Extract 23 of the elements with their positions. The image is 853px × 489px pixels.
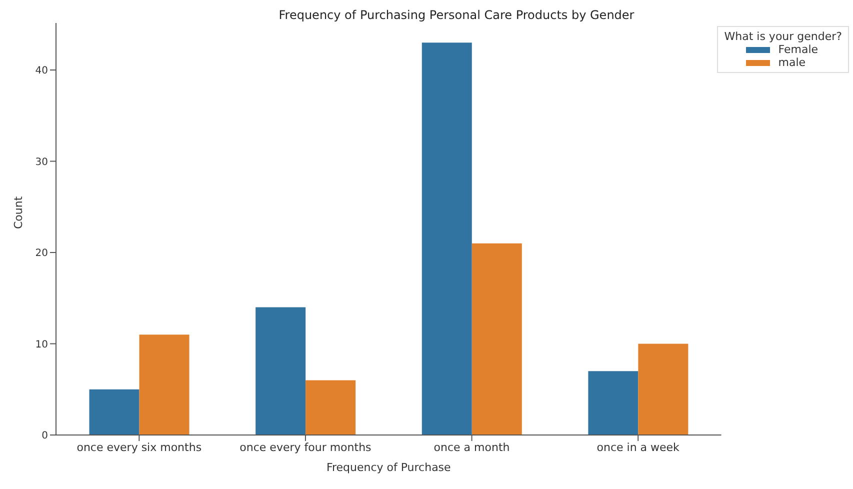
legend-label: male	[778, 56, 806, 69]
bar	[638, 344, 688, 435]
bar	[422, 42, 472, 435]
y-tick-label: 20	[35, 248, 48, 260]
bar	[306, 380, 356, 435]
x-axis-title: Frequency of Purchase	[326, 461, 452, 474]
y-tick-label: 40	[35, 66, 48, 77]
chart-title: Frequency of Purchasing Personal Care Products by Gender	[278, 8, 636, 22]
bar	[588, 371, 638, 435]
bar	[89, 389, 140, 435]
x-tick-label: once every six months	[76, 440, 202, 454]
legend-label: Female	[778, 43, 818, 56]
bar	[472, 243, 522, 435]
bar	[256, 307, 306, 435]
legend-title: What is your gender?	[724, 30, 842, 43]
x-tick-label: once a month	[434, 440, 510, 454]
y-axis-title: Count	[12, 196, 25, 229]
y-tick-label: 10	[35, 339, 48, 350]
x-tick-label: once in a week	[596, 440, 680, 454]
x-tick-label: once every four months	[240, 440, 372, 454]
y-tick-label: 30	[35, 156, 48, 168]
y-tick-label: 0	[42, 430, 48, 442]
bar	[139, 334, 190, 435]
